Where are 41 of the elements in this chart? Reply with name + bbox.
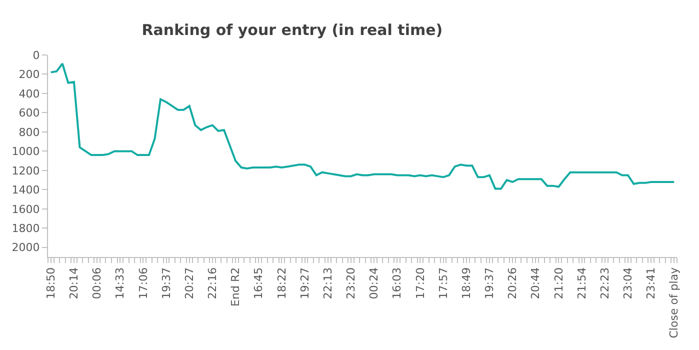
x-tick-label: 22:23 [598,267,612,300]
x-tick-label: Close of play [668,266,681,338]
x-tick-label: 22:13 [321,267,334,300]
x-tick-label: 00:06 [90,267,104,300]
x-tick-label: 20:44 [529,267,542,300]
x-tick-label: 20:14 [68,267,81,300]
y-tick-label: 2000 [12,241,40,254]
x-tick-label: 21:20 [552,267,566,300]
x-tick-label: 18:49 [460,267,473,300]
line-series [50,62,676,190]
y-tick-label: 1400 [12,184,40,197]
x-tick-label: 20:26 [506,267,520,300]
y-tick-label: 400 [18,87,40,100]
x-tick-label: 22:16 [206,267,220,300]
x-tick-label: 16:03 [390,267,404,300]
x-tick-label: 14:33 [114,267,127,300]
x-tick-label: 19:27 [298,267,312,300]
x-tick-label: 23:41 [644,267,658,300]
x-tick-label: 18:22 [275,267,288,300]
x-tick-label: End R2 [229,267,242,306]
x-tick-label: 17:57 [436,267,450,300]
y-tick-label: 800 [18,126,40,139]
x-tick-label: 23:20 [344,267,358,300]
x-tick-label: 21:54 [575,267,588,300]
x-tick-label: 16:45 [252,267,266,300]
x-tick-label: 19:37 [483,267,496,300]
x-tick-label: 23:04 [622,267,635,300]
y-tick-label: 200 [18,68,40,82]
x-tick-label: 17:06 [136,267,150,300]
y-tick-label: 1600 [12,202,40,216]
y-tick-label: 0 [32,48,40,62]
y-tick-label: 600 [18,106,40,120]
chart-title: Ranking of your entry (in real time) [142,21,443,39]
x-tick-label: 18:50 [44,267,58,300]
y-tick-label: 1000 [12,145,40,158]
x-tick-label: 19:37 [160,267,173,300]
x-tick-label: 20:27 [182,267,196,300]
y-tick-label: 1200 [12,164,40,178]
y-tick-label: 1800 [12,222,40,235]
x-tick-label: 00:24 [368,267,381,300]
x-tick-label: 17:20 [414,267,427,300]
